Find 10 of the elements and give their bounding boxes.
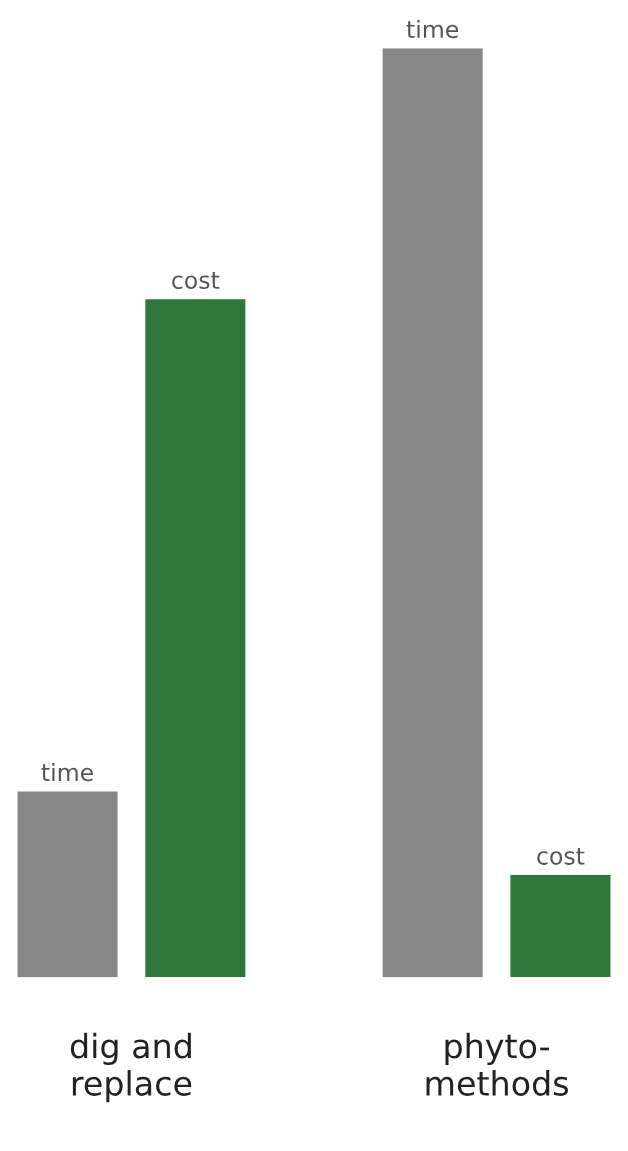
x-tick-label: dig and replace [70, 1032, 192, 1103]
series-label: time [41, 763, 93, 782]
bar [382, 48, 483, 978]
bar [145, 299, 246, 978]
text: cost [537, 847, 585, 865]
text: time [406, 19, 459, 39]
series-label: cost [172, 272, 220, 289]
x-tick-label: phyto- methods [426, 1032, 568, 1096]
bar [510, 875, 611, 978]
bar [17, 791, 118, 978]
